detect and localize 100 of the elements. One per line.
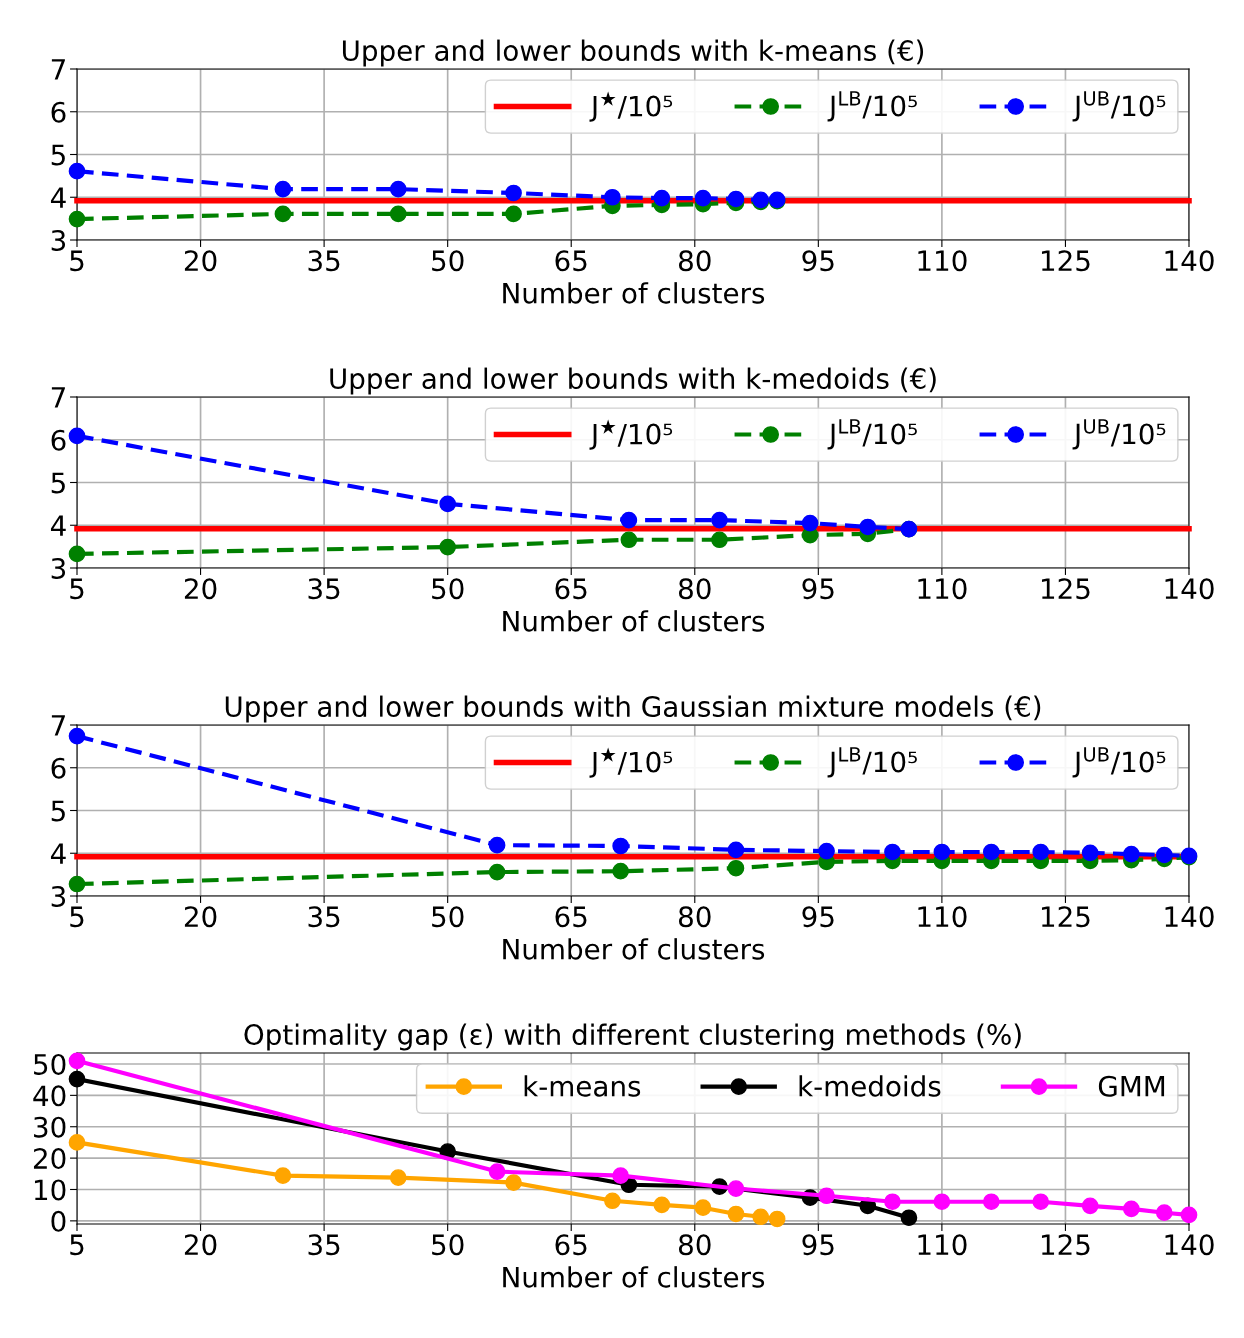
point	[439, 495, 457, 513]
x-axis-title: Number of clusters	[503, 1266, 765, 1288]
x-tick-label: 5	[70, 1234, 84, 1256]
point	[505, 184, 522, 202]
x-tick-label: 35	[308, 578, 340, 600]
point	[982, 843, 1000, 861]
x-tick-label: 110	[918, 1234, 967, 1256]
point	[68, 1070, 86, 1088]
legend-label: GMM	[1098, 1075, 1165, 1097]
point	[68, 875, 86, 893]
x-tick-label: 35	[308, 250, 340, 272]
point	[884, 1193, 901, 1211]
point	[933, 843, 951, 861]
x-tick-label: 35	[308, 906, 340, 928]
y-tick-label: 20	[33, 1148, 66, 1170]
x-tick-label: 80	[678, 1234, 711, 1256]
point	[488, 863, 506, 881]
point	[68, 1134, 86, 1151]
point	[1081, 844, 1099, 862]
point	[505, 205, 522, 223]
point	[982, 1193, 1000, 1211]
point	[727, 859, 745, 877]
x-tick-label: 50	[432, 906, 464, 928]
point	[68, 210, 86, 228]
x-tick-label: 140	[1165, 906, 1214, 928]
point	[1032, 843, 1050, 861]
legend-label: J$^{LB}$/10⁵	[827, 91, 917, 122]
x-axis-title: Number of clusters	[503, 282, 765, 304]
point	[933, 1193, 951, 1211]
x-tick-label: 80	[678, 906, 711, 928]
point	[801, 514, 819, 532]
y-tick-label: 6	[51, 757, 66, 779]
y-tick-label: 7	[51, 387, 65, 408]
x-tick-label: 125	[1041, 250, 1090, 272]
legend-label: J$^{★}$/10⁵	[589, 419, 673, 450]
x-tick-label: 50	[432, 250, 464, 272]
x-tick-label: 50	[432, 578, 464, 600]
point	[1081, 1197, 1099, 1215]
chart-title: Optimality gap (ε) with different clustering methods (%)	[244, 1023, 1021, 1051]
point	[488, 1163, 506, 1180]
point	[68, 727, 86, 745]
x-tick-label: 5	[70, 578, 84, 600]
point	[711, 511, 728, 529]
point	[653, 189, 671, 207]
point	[694, 189, 712, 207]
x-tick-label: 95	[802, 578, 834, 600]
x-tick-label: 125	[1041, 1234, 1090, 1256]
x-tick-label: 140	[1165, 578, 1214, 600]
chart-title: Upper and lower bounds with Gaussian mixture models (€)	[225, 695, 1041, 723]
point	[274, 205, 292, 223]
point	[612, 1167, 629, 1185]
point	[900, 1209, 918, 1227]
y-tick-label: 6	[51, 101, 66, 123]
legend-label: J$^{UB}$/10⁵	[1072, 91, 1166, 122]
point	[389, 1169, 407, 1186]
point	[68, 1052, 86, 1070]
point	[389, 180, 407, 198]
y-tick-label: 5	[51, 800, 65, 822]
point	[727, 1180, 745, 1197]
point	[604, 1192, 621, 1210]
x-tick-label: 20	[184, 1234, 217, 1256]
y-tick-label: 30	[34, 1116, 66, 1138]
point	[711, 531, 728, 549]
x-tick-label: 80	[678, 250, 711, 272]
point	[68, 545, 86, 563]
x-tick-label: 5	[70, 250, 84, 272]
x-tick-label: 95	[802, 250, 834, 272]
y-tick-label: 6	[51, 429, 66, 451]
point	[274, 180, 292, 198]
point	[389, 205, 407, 223]
y-tick-label: 10	[34, 1179, 66, 1201]
point	[439, 538, 457, 556]
y-tick-label: 4	[50, 843, 66, 864]
x-axis-title: Number of clusters	[503, 610, 765, 632]
point	[694, 1199, 712, 1217]
y-tick-label: 5	[51, 144, 65, 166]
legend-label: J$^{LB}$/10⁵	[827, 747, 917, 778]
x-tick-label: 35	[308, 1234, 340, 1256]
x-tick-label: 20	[184, 250, 217, 272]
x-tick-label: 140	[1165, 250, 1214, 272]
point	[818, 1187, 835, 1205]
x-axis-title: Number of clusters	[503, 938, 765, 960]
point	[68, 427, 86, 445]
legend-label: J$^{UB}$/10⁵	[1072, 419, 1166, 450]
x-tick-label: 110	[918, 578, 967, 600]
x-tick-label: 110	[918, 906, 967, 928]
legend-label: J$^{★}$/10⁵	[589, 91, 673, 122]
x-tick-label: 65	[555, 578, 587, 600]
point	[1123, 1200, 1140, 1218]
x-tick-label: 5	[70, 906, 84, 928]
y-tick-label: 3	[51, 885, 66, 907]
point	[859, 518, 877, 536]
x-tick-label: 125	[1041, 906, 1090, 928]
y-tick-label: 50	[34, 1053, 66, 1075]
point	[488, 836, 506, 854]
x-tick-label: 95	[802, 906, 834, 928]
legend-label: J$^{★}$/10⁵	[589, 747, 673, 778]
point	[274, 1167, 292, 1185]
legend-label: k-means	[524, 1075, 641, 1097]
point	[768, 1210, 786, 1228]
